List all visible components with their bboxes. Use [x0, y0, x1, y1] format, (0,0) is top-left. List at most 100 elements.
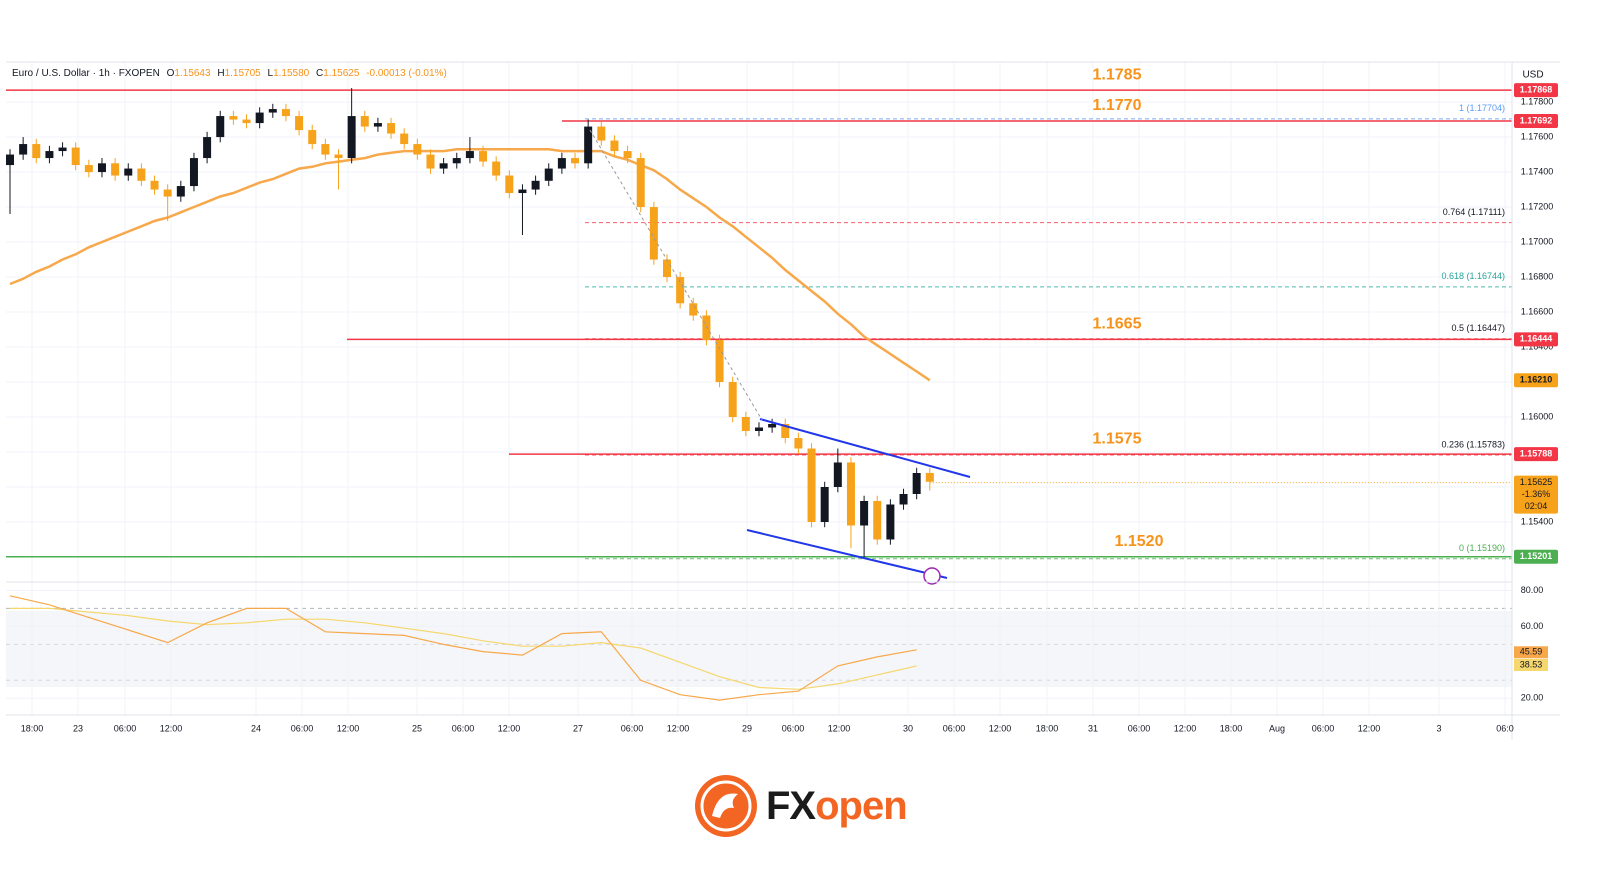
candle-body — [347, 116, 356, 159]
candle-body — [242, 119, 251, 124]
candle-body — [794, 438, 803, 449]
price-badge — [1514, 83, 1558, 98]
ohlc-value: 1.15705 — [225, 68, 262, 79]
rsi-ma-badge-label: 38.53 — [1520, 659, 1543, 669]
candle-body — [636, 158, 645, 208]
price-badge-label: 1.15201 — [1520, 551, 1553, 561]
ohlc-key: O — [167, 68, 175, 79]
candle-body — [6, 154, 14, 166]
candle-body — [820, 486, 829, 522]
level-annotation: 1.1575 — [1093, 430, 1142, 447]
candle-body — [360, 116, 369, 127]
candle-body — [452, 158, 461, 164]
currency: USD — [1522, 70, 1543, 81]
logo-prefix: FX — [766, 784, 816, 828]
candle-body — [400, 133, 409, 145]
x-tick-label: 12:00 — [160, 723, 183, 733]
last-price: 1.15625 — [1520, 477, 1553, 487]
candle-body — [426, 154, 435, 169]
x-tick-label: 12:00 — [828, 723, 851, 733]
y-tick-label: 1.16000 — [1521, 411, 1554, 421]
x-tick-label: 31 — [1088, 723, 1098, 733]
x-tick-label: 12:00 — [1174, 723, 1197, 733]
x-tick-label: 06:0 — [1496, 723, 1514, 733]
y-tick-label: 1.17400 — [1521, 166, 1554, 176]
ohlc-key: H — [217, 68, 224, 79]
level-annotation: 1.1520 — [1115, 533, 1164, 550]
x-tick-label: 25 — [412, 723, 422, 733]
ma-badge-label: 1.16210 — [1520, 375, 1553, 385]
logo-mark-ring — [700, 780, 752, 832]
logo: FXopen — [695, 775, 908, 837]
price-badge — [1514, 113, 1558, 128]
candle-body — [702, 315, 711, 341]
candle-body — [860, 500, 869, 526]
y-tick-label: 1.16800 — [1521, 271, 1554, 281]
y-tick-label: 1.17800 — [1521, 96, 1554, 106]
candle-body — [768, 424, 777, 428]
candle-body — [728, 382, 737, 418]
price-badge-label: 1.16444 — [1520, 334, 1553, 344]
ohlc-value: 1.15580 — [273, 68, 310, 79]
candle-body — [150, 180, 159, 190]
y-tick-label: 1.17000 — [1521, 236, 1554, 246]
candle-body — [413, 144, 422, 155]
countdown: 02:04 — [1525, 501, 1548, 511]
rsi-tick-label: 60.00 — [1521, 621, 1544, 631]
symbol: Euro / U.S. Dollar · 1h · FXOPEN — [12, 68, 160, 79]
alert-icon[interactable] — [923, 567, 941, 585]
candle-body — [255, 112, 264, 124]
candle-body — [124, 168, 133, 176]
candle-body — [925, 472, 934, 482]
candle-body — [557, 158, 566, 169]
logo-mark-dragon — [712, 793, 738, 818]
candle-body — [373, 123, 382, 127]
y-tick-label: 1.15400 — [1521, 516, 1554, 526]
candle-body — [912, 472, 921, 494]
candle-body — [281, 109, 290, 117]
x-tick-label: Aug — [1269, 723, 1285, 733]
candle-body — [571, 158, 580, 164]
candle-body — [45, 151, 54, 159]
x-tick-label: 06:00 — [782, 723, 805, 733]
candle-body — [465, 151, 474, 159]
y-tick-label: 1.16400 — [1521, 341, 1554, 351]
y-tick-label: 1.17200 — [1521, 201, 1554, 211]
candle-body — [584, 126, 593, 164]
candle-body — [689, 303, 698, 316]
price-badge — [1514, 332, 1558, 347]
x-tick-label: 06:00 — [114, 723, 137, 733]
candle-body — [899, 493, 908, 505]
x-tick-label: 06:00 — [291, 723, 314, 733]
candle-body — [781, 424, 790, 439]
level-annotation: 1.1785 — [1093, 66, 1142, 83]
x-tick-label: 12:00 — [337, 723, 360, 733]
candle-body — [610, 140, 619, 152]
candle-body — [189, 158, 198, 187]
fib-label: 0.764 (1.17111) — [1443, 207, 1505, 217]
price-badge — [1514, 549, 1558, 564]
level-annotation: 1.1770 — [1093, 97, 1142, 114]
candle-body — [886, 504, 895, 540]
channel-lower — [746, 529, 948, 579]
rsi-band — [6, 611, 1512, 687]
x-tick-label: 27 — [573, 723, 583, 733]
candle-body — [111, 163, 120, 176]
ohlc-key: L — [268, 68, 274, 79]
x-tick-label: 18:00 — [1220, 723, 1243, 733]
candle-body — [268, 109, 277, 113]
ohlc-key: C — [316, 68, 323, 79]
fib-label: 0 (1.15190) — [1459, 543, 1505, 553]
level-annotation: 1.1665 — [1093, 316, 1142, 333]
candle-body — [492, 161, 501, 176]
candle-body — [807, 448, 816, 522]
candle-body — [873, 500, 882, 540]
x-tick-label: 30 — [903, 723, 913, 733]
candle-body — [19, 144, 28, 155]
x-tick-label: 12:00 — [989, 723, 1012, 733]
rsi-line — [9, 595, 917, 701]
logo-suffix: open — [815, 784, 907, 828]
x-tick-label: 29 — [742, 723, 752, 733]
price-badge-label: 1.17692 — [1520, 115, 1553, 125]
x-tick-label: 06:00 — [1128, 723, 1151, 733]
